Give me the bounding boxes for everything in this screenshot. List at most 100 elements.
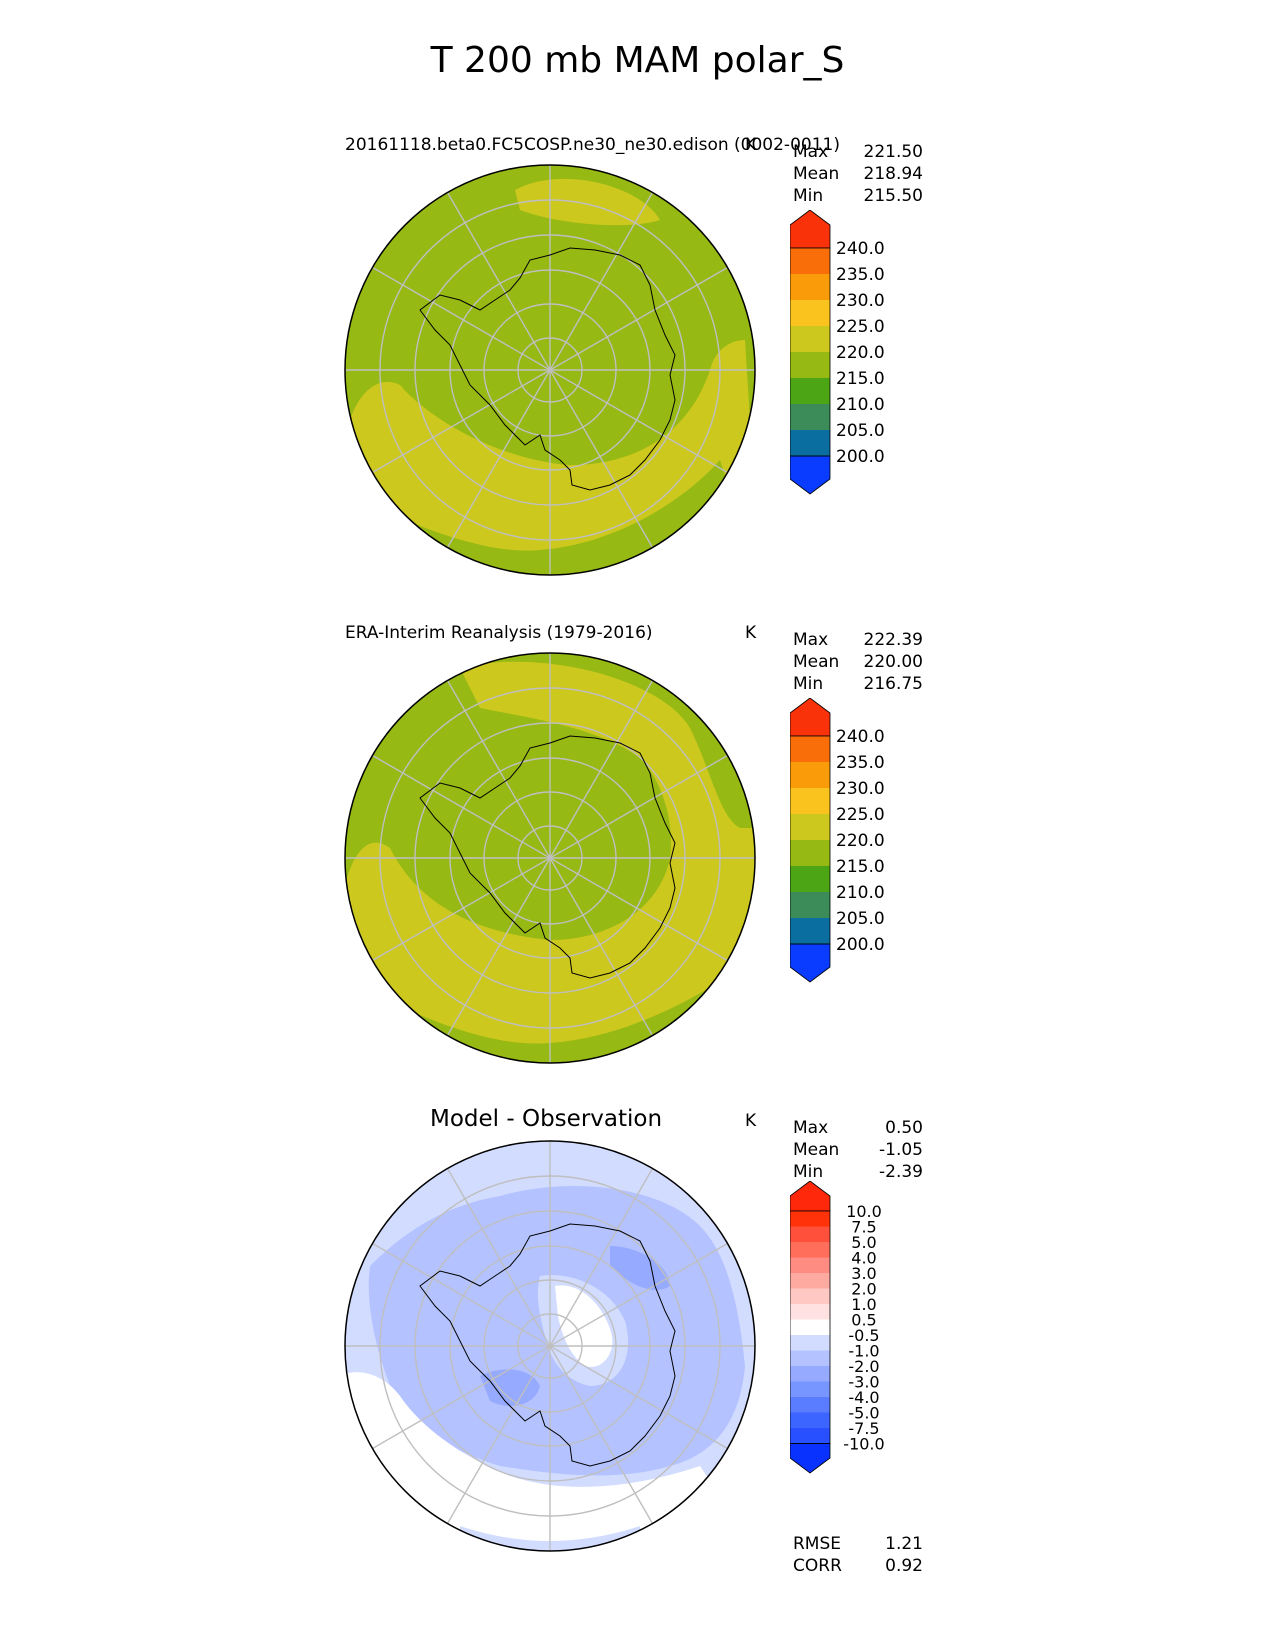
unit-label: K [745, 623, 757, 643]
warm-band [515, 178, 660, 226]
colorbar-tick-label: 1.0 [851, 1295, 876, 1314]
colorbar-segment [790, 762, 830, 788]
stat-corr: 0.92 [885, 1556, 923, 1576]
colorbar-segment [790, 300, 830, 326]
colorbar-tick-label: 2.0 [851, 1280, 876, 1299]
antarctica-coastline [419, 735, 676, 979]
colorbar-tick-label: 235.0 [836, 753, 885, 773]
colorbar-segment [790, 378, 830, 404]
colorbar-segment [790, 430, 830, 456]
colorbar-segment [790, 1397, 830, 1413]
polar-map [344, 164, 756, 576]
stat-label: Max [793, 1118, 829, 1138]
colorbar-segment [790, 1211, 830, 1227]
antarctica-coastline [419, 247, 676, 491]
stats-box: Max 221.50 Mean 218.94 Min 215.50 [793, 141, 923, 207]
graticule [345, 165, 755, 575]
colorbar-segment [790, 918, 830, 944]
unit-label: K [745, 135, 757, 155]
colorbar-segment [790, 1350, 830, 1366]
colorbar: 240.0 235.0 230.0 225.0 220.0 215.0 210.… [790, 698, 885, 983]
colorbar-tick-label: -1.0 [848, 1342, 879, 1361]
stat-rmse: 1.21 [885, 1534, 923, 1554]
colorbar: 240.0 235.0 230.0 225.0 220.0 215.0 210.… [790, 210, 885, 495]
colorbar-segment [790, 892, 830, 918]
colorbar-segment [790, 1257, 830, 1273]
colorbar-tick-label: 225.0 [836, 317, 885, 337]
colorbar-tick-label: -3.0 [848, 1373, 879, 1392]
stat-label: CORR [793, 1556, 842, 1576]
colorbar-tick-label: 235.0 [836, 265, 885, 285]
anomaly-region [345, 1372, 755, 1551]
colorbar-tick-label: 5.0 [851, 1233, 876, 1252]
colorbar-tick-label: -5.0 [848, 1404, 879, 1423]
colorbar-segment [790, 1242, 830, 1258]
colorbar-segment [790, 1381, 830, 1397]
colorbar-tick-label: 220.0 [836, 343, 885, 363]
colorbar-extend-high [790, 1181, 831, 1212]
graticule [345, 653, 755, 1063]
colorbar-segment [790, 404, 830, 430]
colorbar-segment [790, 1412, 830, 1428]
stat-label: RMSE [793, 1534, 842, 1554]
panel-model: 20161118.beta0.FC5COSP.ne30_ne30.edison … [0, 130, 1275, 610]
colorbar-segment [790, 352, 830, 378]
stat-min: -2.39 [879, 1162, 923, 1182]
colorbar-segment [790, 840, 830, 866]
panel-title: ERA-Interim Reanalysis (1979-2016) [345, 623, 653, 643]
colorbar-tick-label: 205.0 [836, 421, 885, 441]
colorbar-tick-label: 215.0 [836, 857, 885, 877]
stat-label: Min [793, 674, 824, 694]
colorbar-tick-label: 0.5 [851, 1311, 876, 1330]
colorbar-extend-high [790, 210, 831, 249]
colorbar-tick-label: -7.5 [848, 1419, 879, 1438]
colorbar-tick-label: 7.5 [851, 1218, 876, 1237]
colorbar-tick-label: 200.0 [836, 447, 885, 467]
error-stats-box: RMSE 1.21 CORR 0.92 [793, 1533, 923, 1577]
colorbar-segment [790, 1304, 830, 1320]
panel-observation: ERA-Interim Reanalysis (1979-2016) K Max… [0, 618, 1275, 1098]
stat-label: Max [793, 630, 829, 650]
colorbar-extend-low [790, 1443, 831, 1474]
colorbar-tick-label: 200.0 [836, 935, 885, 955]
colorbar-tick-label: -10.0 [843, 1435, 884, 1454]
stat-max: 0.50 [885, 1118, 923, 1138]
map-boundary [344, 164, 756, 576]
unit-label: K [745, 1111, 757, 1131]
panel-difference: Model - Observation K Max 0.50 Mean -1.05 … [0, 1106, 1275, 1606]
colorbar-extend-low [790, 943, 831, 983]
colorbar-tick-label: 240.0 [836, 727, 885, 747]
warm-band [345, 661, 755, 1063]
colorbar-tick-label: 220.0 [836, 831, 885, 851]
colorbar-tick-label: 10.0 [846, 1202, 882, 1221]
anomaly-region [610, 1246, 670, 1290]
colorbar-segment [790, 248, 830, 274]
colorbar-segment [790, 1428, 830, 1444]
map-boundary [344, 1140, 756, 1552]
stat-max: 221.50 [863, 142, 923, 162]
stat-label: Max [793, 142, 829, 162]
colorbar-segment [790, 736, 830, 762]
colorbar-segment [790, 274, 830, 300]
stat-mean: -1.05 [879, 1140, 923, 1160]
colorbar-tick-label: 230.0 [836, 291, 885, 311]
colorbar-segment [790, 788, 830, 814]
colorbar-tick-label: -0.5 [848, 1326, 879, 1345]
stat-max: 222.39 [863, 630, 923, 650]
stats-box: Max 0.50 Mean -1.05 Min -2.39 [793, 1117, 923, 1183]
colorbar-tick-label: 210.0 [836, 883, 885, 903]
colorbar-tick-label: 240.0 [836, 239, 885, 259]
map-boundary [344, 652, 756, 1064]
stat-label: Mean [793, 1140, 840, 1160]
stat-label: Min [793, 186, 824, 206]
colorbar-tick-label: 215.0 [836, 369, 885, 389]
anomaly-region [480, 1369, 540, 1406]
colorbar-tick-label: 210.0 [836, 395, 885, 415]
colorbar-segment [790, 814, 830, 840]
colorbar-tick-label: 3.0 [851, 1264, 876, 1283]
colorbar-segment [790, 866, 830, 892]
colorbar-tick-label: -2.0 [848, 1357, 879, 1376]
colorbar-segment [790, 1319, 830, 1335]
colorbar-tick-label: 225.0 [836, 805, 885, 825]
figure-title: T 200 mb MAM polar_S [430, 40, 845, 81]
